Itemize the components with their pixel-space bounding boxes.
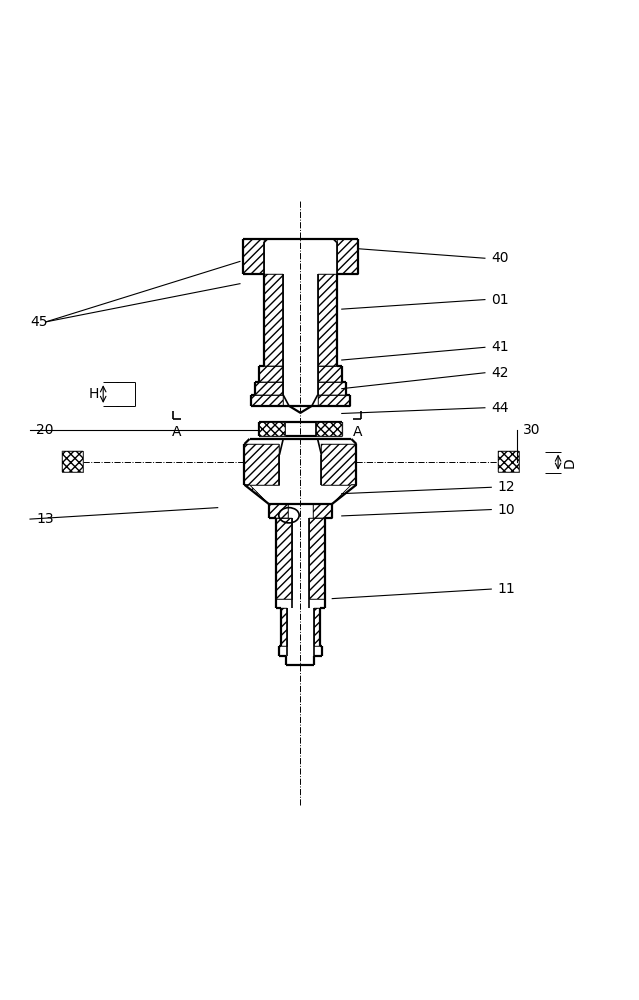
Polygon shape	[245, 485, 268, 504]
Bar	[314, 608, 320, 646]
Bar	[314, 608, 320, 646]
Bar	[254, 382, 283, 395]
Bar	[318, 274, 337, 366]
Text: 41: 41	[491, 340, 509, 354]
Bar	[264, 274, 283, 366]
Bar	[259, 422, 284, 436]
Bar	[254, 382, 283, 395]
Bar	[268, 504, 288, 518]
Text: 10: 10	[498, 503, 515, 517]
Bar	[259, 366, 283, 382]
Text: D: D	[562, 457, 576, 468]
Text: A: A	[172, 425, 181, 439]
Text: A: A	[353, 425, 362, 439]
Bar	[318, 366, 342, 382]
Bar	[313, 504, 332, 518]
Text: 45: 45	[30, 315, 47, 329]
Bar	[318, 395, 350, 406]
Bar	[316, 422, 342, 436]
Bar	[281, 608, 287, 646]
Text: 42: 42	[491, 366, 509, 380]
Bar	[250, 395, 283, 406]
Bar	[321, 444, 357, 485]
Bar	[62, 451, 83, 472]
Bar	[316, 422, 342, 436]
Bar	[313, 504, 332, 518]
Bar	[268, 504, 288, 518]
Bar	[321, 444, 357, 485]
Bar	[250, 395, 283, 406]
Bar	[318, 274, 337, 366]
Bar	[245, 444, 279, 485]
Bar	[309, 518, 325, 599]
Bar	[309, 518, 325, 599]
Bar	[259, 422, 284, 436]
Text: 20: 20	[36, 423, 54, 437]
Bar	[337, 239, 358, 274]
Text: 13: 13	[36, 512, 54, 526]
Text: H: H	[88, 387, 99, 401]
Polygon shape	[332, 485, 357, 504]
Bar	[259, 366, 283, 382]
Bar	[318, 382, 346, 395]
Bar	[498, 451, 519, 472]
Bar	[276, 518, 291, 599]
Bar	[62, 451, 83, 472]
Text: 30: 30	[523, 423, 541, 437]
Text: 01: 01	[491, 293, 509, 307]
Text: 40: 40	[491, 251, 509, 265]
Bar	[318, 382, 346, 395]
Bar	[245, 444, 279, 485]
Bar	[498, 451, 519, 472]
Text: 44: 44	[491, 401, 509, 415]
Bar	[264, 274, 283, 366]
Text: 11: 11	[498, 582, 516, 596]
Bar	[243, 239, 264, 274]
Bar	[337, 239, 358, 274]
Text: 12: 12	[498, 480, 515, 494]
Bar	[318, 366, 342, 382]
Bar	[276, 518, 291, 599]
Bar	[318, 395, 350, 406]
Bar	[281, 608, 287, 646]
Bar	[243, 239, 264, 274]
